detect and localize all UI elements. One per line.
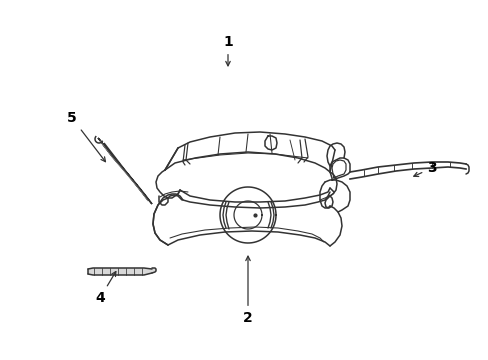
Text: 1: 1 bbox=[223, 35, 232, 66]
Polygon shape bbox=[98, 138, 152, 204]
Text: 5: 5 bbox=[67, 111, 105, 162]
Polygon shape bbox=[88, 268, 156, 275]
Text: 2: 2 bbox=[243, 256, 252, 325]
Text: 4: 4 bbox=[95, 271, 116, 305]
Text: 3: 3 bbox=[413, 161, 436, 176]
